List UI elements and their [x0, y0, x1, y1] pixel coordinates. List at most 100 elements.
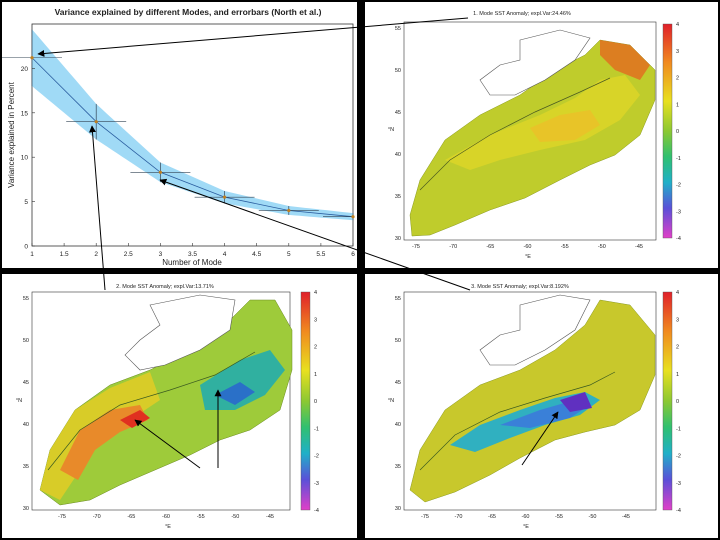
variance-data-point: [287, 208, 291, 213]
map-x-tick-label: -65: [486, 244, 494, 250]
mode1-map-panel: 1. Mode SST Anomaly; expl.Var:24.46% 4 3 2…: [365, 2, 718, 268]
colorbar-tick-label: 4: [676, 290, 679, 296]
variance-data-point: [351, 215, 355, 219]
colorbar-tick-label: -4: [676, 508, 681, 514]
map-y-tick-label: 30: [395, 506, 401, 512]
variance-x-tick-label: 4: [223, 251, 227, 258]
colorbar-tick-label: 4: [676, 22, 679, 28]
map-x-tick-label: -50: [589, 514, 597, 520]
mode3-y-ticks: 30 35 40 45 50 55: [395, 296, 401, 512]
variance-y-tick-label: 15: [21, 110, 29, 117]
variance-x-tick-label: 6: [351, 251, 355, 258]
map-x-tick-label: -70: [455, 514, 463, 520]
variance-x-tick-label: 2: [94, 251, 98, 258]
mode3-sst-field: [409, 299, 656, 503]
mode2-y-axis-label: °N: [16, 398, 22, 404]
arrow-mode2-to-point2: [89, 125, 106, 291]
variance-x-tick-label: 4.5: [252, 251, 261, 258]
map-x-tick-label: -75: [412, 244, 420, 250]
colorbar-tick-label: 2: [676, 76, 679, 82]
mode1-colorbar: [662, 23, 673, 239]
map-y-tick-label: 40: [395, 422, 401, 428]
map-x-tick-label: -65: [488, 514, 496, 520]
mode3-x-ticks: -75 -70 -65 -60 -55 -50 -45: [421, 514, 630, 520]
arrow-mode3-to-point3: [159, 178, 471, 291]
variance-x-tick-label: 2.5: [124, 251, 133, 258]
arrow-mode2-warm-anomaly: [134, 419, 201, 469]
mode1-colorbar-ticks: 4 3 2 1 0 -1 -2 -3 -4: [676, 22, 681, 242]
mode2-x-ticks: -75 -70 -65 -60 -55 -50 -45: [58, 514, 274, 520]
map-y-tick-label: 30: [23, 506, 29, 512]
colorbar-tick-label: -1: [314, 426, 319, 432]
map-x-tick-label: -60: [162, 514, 170, 520]
colorbar-tick-label: -2: [676, 454, 681, 460]
mode1-warm-region: [445, 75, 640, 170]
map-x-tick-label: -55: [561, 244, 569, 250]
map-y-tick-label: 50: [395, 68, 401, 74]
map-y-tick-label: 40: [23, 422, 29, 428]
annotation-arrows: [37, 17, 559, 469]
mode3-contour: [419, 371, 616, 471]
variance-data-point: [94, 120, 98, 124]
map-x-tick-label: -70: [93, 514, 101, 520]
colorbar-tick-label: -3: [314, 481, 319, 487]
variance-y-tick-label: 10: [21, 155, 29, 162]
map-x-tick-label: -75: [421, 514, 429, 520]
mode2-contour: [47, 351, 256, 471]
map-x-tick-label: -45: [266, 514, 274, 520]
colorbar-tick-label: 2: [314, 345, 317, 351]
map-y-tick-label: 50: [23, 338, 29, 344]
mode2-map-panel: 2. Mode SST Anomaly; expl.Var:13.71% 4 3 2…: [2, 274, 357, 538]
map-y-tick-label: 35: [395, 194, 401, 200]
map-x-tick-label: -55: [555, 514, 563, 520]
map-y-tick-label: 35: [395, 464, 401, 470]
mode3-title: 3. Mode SST Anomaly; expl.Var:8.192%: [471, 284, 569, 290]
mode2-cold-core: [215, 382, 255, 405]
mode2-hot-core: [120, 410, 150, 428]
variance-x-tick-label: 3.5: [188, 251, 197, 258]
variance-x-tick-label: 3: [159, 251, 163, 258]
map-y-tick-label: 35: [23, 464, 29, 470]
mode3-colorbar-ticks: 4 3 2 1 0 -1 -2 -3 -4: [676, 290, 681, 514]
arrow-mode3-cold-anomaly: [521, 411, 559, 466]
variance-y-tick-label: 20: [21, 66, 29, 73]
variance-y-axis-label: Variance explained in Percent: [7, 81, 16, 187]
variance-chart-background: [2, 2, 357, 268]
map-y-tick-label: 55: [395, 26, 401, 32]
mode2-colorbar: [300, 291, 311, 511]
map-x-tick-label: -45: [635, 244, 643, 250]
mode3-y-axis-label: °N: [388, 398, 394, 404]
variance-x-tick-label: 1.5: [60, 251, 69, 258]
colorbar-tick-label: 0: [676, 399, 679, 405]
mode2-x-axis-label: °E: [165, 524, 171, 530]
map-y-tick-label: 50: [395, 338, 401, 344]
mode1-title: 1. Mode SST Anomaly; expl.Var:24.46%: [473, 11, 571, 17]
map-y-tick-label: 55: [23, 296, 29, 302]
mode3-coastline: [479, 294, 591, 366]
arrow-mode1-to-point1: [37, 17, 469, 57]
map-x-tick-label: -65: [127, 514, 135, 520]
variance-x-axis-label: Number of Mode: [162, 258, 222, 267]
mode2-y-ticks: 30 35 40 45 50 55: [23, 296, 29, 512]
variance-data-point: [30, 56, 34, 60]
colorbar-tick-label: 1: [676, 372, 679, 378]
map-y-tick-label: 55: [395, 296, 401, 302]
colorbar-tick-label: 3: [676, 317, 679, 323]
map-y-tick-label: 45: [23, 380, 29, 386]
variance-data-point: [223, 195, 227, 199]
variance-chart-panel: Variance explained by different Modes, a…: [2, 2, 357, 268]
colorbar-tick-label: 4: [314, 290, 317, 296]
colorbar-tick-label: 3: [676, 49, 679, 55]
colorbar-tick-label: 0: [314, 399, 317, 405]
colorbar-tick-label: 3: [314, 317, 317, 323]
map-x-tick-label: -50: [231, 514, 239, 520]
variance-series-line: [31, 57, 354, 218]
map-y-tick-label: 30: [395, 236, 401, 242]
colorbar-tick-label: 0: [676, 129, 679, 135]
mode3-map-panel: 3. Mode SST Anomaly; expl.Var:8.192% 4 3 2…: [365, 274, 718, 538]
variance-plot-area: [2, 29, 355, 221]
map-x-tick-label: -60: [524, 244, 532, 250]
mode1-y-ticks: 30 35 40 45 50 55: [395, 26, 401, 242]
mode1-warm-core: [530, 110, 600, 142]
